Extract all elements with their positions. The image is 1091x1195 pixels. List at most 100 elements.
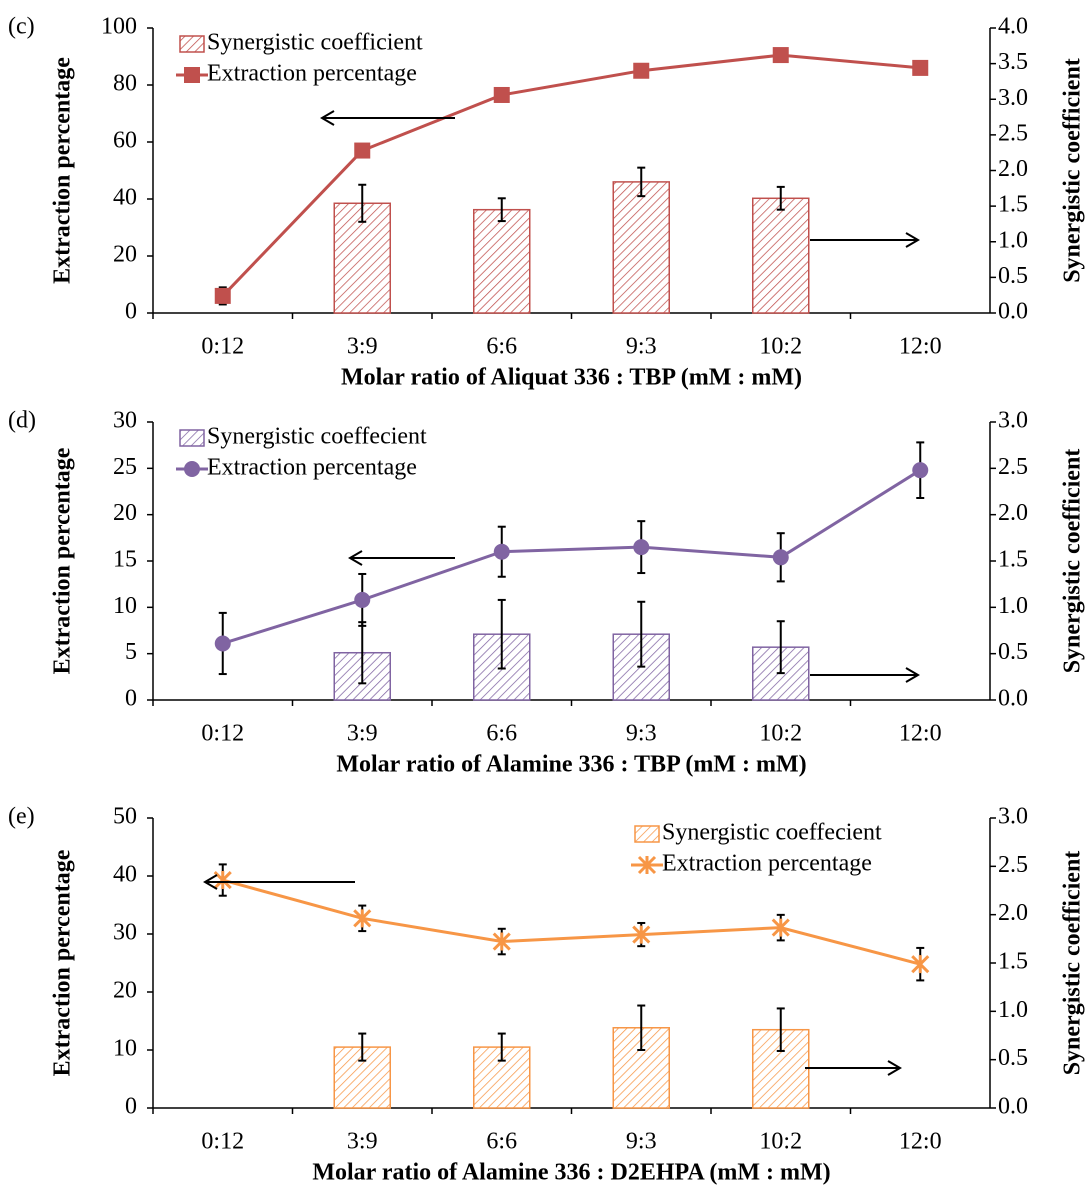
x-tick-label: 12:0 [899, 1129, 942, 1155]
error-bar [776, 620, 785, 675]
marker [492, 932, 511, 951]
y-tick-label: 0 [125, 299, 137, 325]
legend-swatch [179, 35, 205, 53]
marker [912, 462, 929, 479]
y-tick-label: 20 [113, 242, 137, 268]
y-tick-label: 5 [125, 639, 137, 665]
y-tick-label: 15 [113, 547, 137, 573]
marker [771, 918, 790, 937]
x-tick-label: 6:6 [486, 1129, 517, 1155]
y2-axis-title: Synergistic coefficient [1060, 58, 1086, 283]
y2-tick-label: 2.0 [998, 500, 1028, 526]
y-tick-label: 30 [113, 920, 137, 946]
x-tick-label: 0:12 [201, 334, 244, 360]
marker [911, 955, 930, 974]
y2-tick-label: 3.0 [998, 85, 1028, 111]
marker [213, 870, 232, 890]
x-axis-title: Molar ratio of Aliquat 336 : TBP (mM : m… [341, 365, 802, 391]
y2-tick-label: 0.5 [998, 1045, 1028, 1071]
legend-label: Synergistic coeffecient [662, 820, 882, 846]
y2-tick-label: 0.5 [998, 639, 1028, 665]
marker [493, 543, 510, 560]
y-tick-label: 80 [113, 71, 137, 97]
y-tick-label: 20 [113, 500, 137, 526]
y2-tick-label: 2.0 [998, 900, 1028, 926]
error-bar [637, 166, 646, 198]
bar [752, 197, 810, 314]
y2-tick-label: 2.5 [998, 852, 1028, 878]
y2-tick-label: 1.5 [998, 192, 1028, 218]
legend-label: Extraction percentage [207, 61, 417, 87]
y2-tick-label: 4.0 [998, 14, 1028, 40]
y2-axis-title: Synergistic coefficient [1060, 851, 1086, 1076]
y2-tick-label: 0.0 [998, 686, 1028, 712]
legend-label: Synergistic coefficient [207, 30, 423, 56]
panel-label: (d) [8, 408, 36, 434]
x-tick-label: 6:6 [486, 721, 517, 747]
error-bar [637, 1004, 646, 1051]
y-tick-label: 60 [113, 128, 137, 154]
y-axis-title: Extraction percentage [50, 57, 76, 284]
x-tick-label: 9:3 [626, 334, 657, 360]
y2-tick-label: 3.0 [998, 804, 1028, 830]
y2-tick-label: 2.0 [998, 156, 1028, 182]
error-bar [637, 600, 646, 668]
error-bar [497, 598, 506, 670]
marker [772, 549, 789, 566]
y-tick-label: 50 [113, 804, 137, 830]
y2-tick-label: 1.5 [998, 547, 1028, 573]
y2-tick-label: 1.0 [998, 593, 1028, 619]
arrow-head [887, 1060, 902, 1076]
y-tick-label: 10 [113, 593, 137, 619]
x-tick-label: 12:0 [899, 334, 942, 360]
line [221, 53, 921, 297]
x-tick-label: 12:0 [899, 721, 942, 747]
y2-tick-label: 0.0 [998, 1094, 1028, 1120]
legend-label: Synergistic coeffecient [207, 424, 427, 450]
marker [772, 47, 789, 64]
x-tick-label: 10:2 [759, 334, 802, 360]
bar [612, 181, 670, 314]
y-tick-label: 40 [113, 862, 137, 888]
panel-label: (e) [8, 804, 35, 830]
arrow-head [348, 550, 363, 566]
marker [354, 142, 371, 159]
x-tick-label: 3:9 [347, 1129, 378, 1155]
y-tick-label: 40 [113, 185, 137, 211]
x-tick-label: 0:12 [201, 721, 244, 747]
y-axis-title: Extraction percentage [50, 447, 76, 674]
y-axis-title: Extraction percentage [50, 849, 76, 1076]
y2-tick-label: 0.5 [998, 263, 1028, 289]
marker [637, 855, 657, 875]
y2-tick-label: 1.5 [998, 949, 1028, 975]
x-tick-label: 0:12 [201, 1129, 244, 1155]
marker [632, 925, 651, 944]
line [222, 878, 921, 966]
legend-swatch [179, 429, 205, 447]
arrow-head [320, 110, 335, 126]
line [222, 468, 922, 645]
x-tick-label: 10:2 [759, 1129, 802, 1155]
y2-tick-label: 2.5 [998, 454, 1028, 480]
marker [184, 461, 200, 477]
y-tick-label: 100 [101, 14, 137, 40]
error-bar [776, 185, 785, 211]
x-axis-title: Molar ratio of Alamine 336 : D2EHPA (mM … [312, 1160, 830, 1186]
y-tick-label: 30 [113, 408, 137, 434]
marker [354, 591, 371, 608]
y2-tick-label: 1.0 [998, 997, 1028, 1023]
legend-label: Extraction percentage [207, 455, 417, 481]
arrow-head [905, 667, 920, 683]
arrow-head [203, 874, 218, 890]
y2-axis-title: Synergistic coefficient [1060, 449, 1086, 674]
y-tick-label: 0 [125, 686, 137, 712]
x-tick-label: 9:3 [626, 721, 657, 747]
error-bar [497, 1032, 506, 1062]
y-tick-label: 10 [113, 1036, 137, 1062]
marker [493, 86, 510, 103]
x-tick-label: 3:9 [347, 334, 378, 360]
panel-label: (c) [8, 14, 35, 40]
y2-tick-label: 3.5 [998, 49, 1028, 75]
y-tick-label: 25 [113, 454, 137, 480]
